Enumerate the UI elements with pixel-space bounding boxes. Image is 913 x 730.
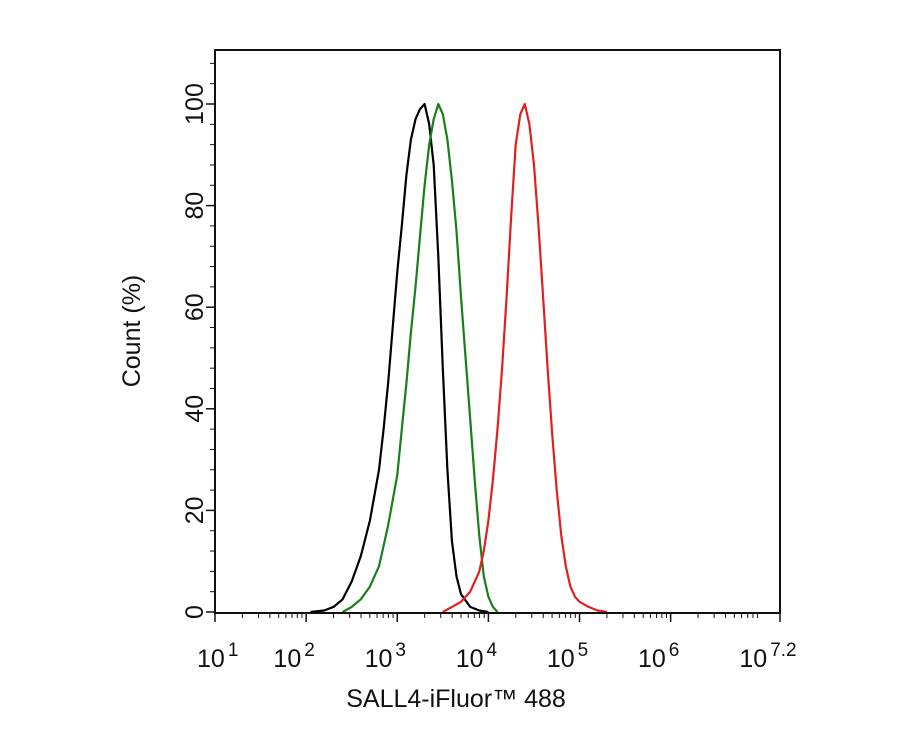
y-tick-label: 0	[181, 605, 209, 619]
x-axis-title: SALL4-iFluor™ 488	[346, 685, 566, 713]
y-tick-label: 40	[181, 395, 209, 423]
y-axis-title: Count (%)	[118, 275, 146, 388]
x-tick-label: 10 6	[638, 640, 679, 673]
plot-frame	[214, 49, 781, 614]
y-tick-label: 80	[181, 192, 209, 220]
y-tick-label: 100	[181, 83, 209, 125]
series-line-3	[442, 102, 608, 614]
series-line-2	[342, 102, 499, 613]
x-tick-label: 10 7.2	[739, 640, 796, 673]
y-tick-label: 60	[181, 293, 209, 321]
histogram-series	[310, 102, 608, 614]
tick-labels: 10 1 10 2 10 3 10 4 10 5 10 6 10 7.2 0 20 40 60 80 100	[181, 83, 797, 673]
x-tick-label: 10 5	[547, 640, 588, 673]
series-line-1	[310, 102, 489, 614]
x-tick-label: 10 4	[456, 640, 498, 673]
y-tick-label: 20	[181, 496, 209, 524]
x-tick-label: 10 1	[197, 640, 238, 673]
axis-ticks	[206, 62, 781, 622]
x-tick-label: 10 3	[365, 640, 406, 673]
x-tick-label: 10 2	[273, 640, 314, 673]
